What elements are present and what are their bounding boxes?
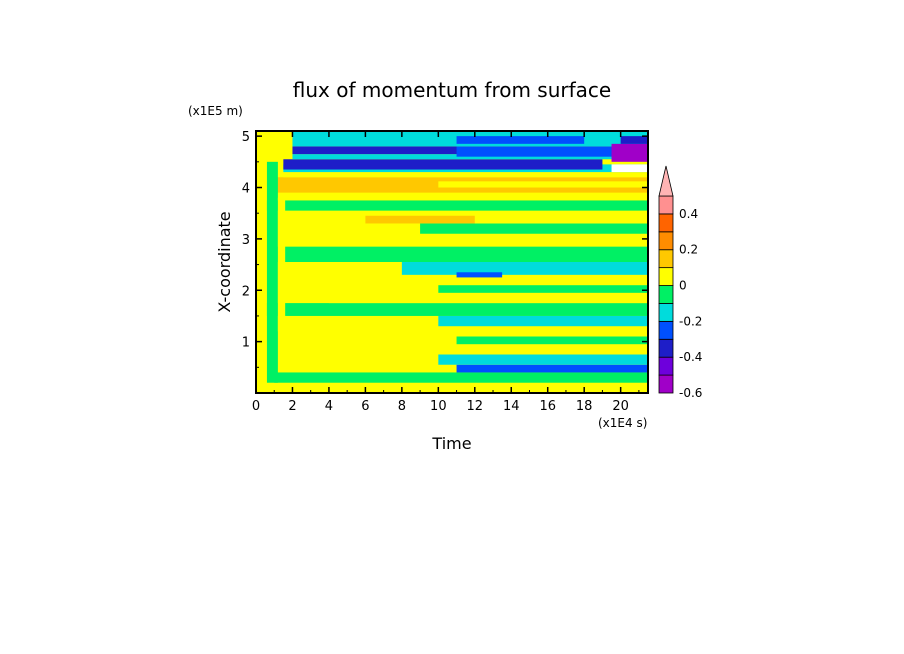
y-axis-label: X-coordinate (215, 211, 234, 312)
heatmap-band-16 (420, 223, 648, 234)
colorbar-box (658, 267, 674, 286)
heatmap-band-28 (456, 146, 648, 157)
y-axis: 1 2 3 4 5 (242, 130, 648, 368)
colorbar-box (658, 374, 674, 394)
x-tick-label: 10 (430, 399, 447, 414)
heatmap-band-25 (283, 159, 603, 170)
heatmap-band-8 (256, 303, 648, 316)
x-tick-label: 4 (325, 399, 333, 414)
heatmap-band-22 (438, 181, 648, 188)
colorbar-extend-triangle (658, 165, 674, 197)
plot-frame (255, 130, 649, 394)
heatmap-band-20 (256, 192, 648, 201)
colorbar-box (658, 231, 674, 251)
heatmap-band-31 (611, 164, 648, 173)
heatmap-band-13 (456, 272, 503, 278)
colorbar-tick-label: 0 (679, 279, 687, 293)
heatmap-band-0 (256, 382, 648, 393)
heatmap-band-15 (256, 233, 648, 247)
heatmap-band-12 (401, 262, 648, 275)
x-tick-label: 18 (576, 399, 593, 414)
colorbar-box (658, 320, 674, 340)
heatmap-band-11 (256, 274, 648, 286)
colorbar-tick-label: 0.2 (679, 243, 698, 257)
x-tick-label: 8 (398, 399, 406, 414)
heatmap-band-30 (456, 136, 585, 144)
y-tick-label: 2 (242, 284, 250, 299)
heatmap-band-6 (256, 326, 648, 337)
y-tick-label: 5 (242, 130, 250, 145)
x-axis-label: Time (431, 434, 471, 453)
x-tick-label: 6 (361, 399, 369, 414)
heatmap-band-26 (292, 154, 648, 160)
colorbar-box (658, 303, 674, 322)
x-tick-label: 16 (539, 399, 556, 414)
heatmap-band-33 (620, 136, 648, 144)
heatmap-band-32 (611, 143, 648, 162)
colorbar-box (658, 213, 674, 233)
heatmap-band-9 (328, 292, 648, 304)
x-tick-label: 0 (252, 399, 260, 414)
y-unit-label: (x1E5 m) (188, 104, 243, 118)
colorbar-tick-label: -0.2 (679, 314, 702, 328)
colorbar-box (658, 338, 674, 358)
x-tick-label: 12 (467, 399, 484, 414)
colorbar-box (658, 285, 674, 304)
heatmap-band-23 (283, 172, 648, 178)
colorbar-box (658, 195, 674, 215)
heatmap-band-35 (266, 161, 278, 383)
heatmap-band-2 (456, 364, 648, 373)
heatmap-band-19 (256, 200, 648, 211)
colorbar-tick-label: -0.6 (679, 386, 702, 400)
colorbar-box (658, 356, 674, 376)
heatmap-band-1 (274, 372, 648, 383)
colorbar: 0.4 0.2 0 -0.2 -0.4 -0.6 (658, 165, 702, 400)
x-unit-label: (x1E4 s) (598, 416, 647, 430)
heatmap-band-3 (438, 354, 648, 365)
heatmap-band-7 (438, 315, 648, 327)
colorbar-tick-label: 0.4 (679, 207, 698, 221)
heatmap-band-10 (438, 285, 648, 293)
y-tick-label: 4 (242, 182, 250, 197)
x-tick-label: 14 (503, 399, 520, 414)
heatmap-band-5 (456, 336, 648, 345)
y-tick-label: 3 (242, 233, 250, 248)
y-tick-label: 1 (242, 336, 250, 351)
heatmap-band-34 (256, 131, 267, 393)
heatmap-band-4 (256, 344, 648, 355)
x-tick-label: 20 (612, 399, 629, 414)
chart-title: flux of momentum from surface (293, 78, 611, 102)
colorbar-box (658, 249, 674, 269)
colorbar-tick-label: -0.4 (679, 350, 702, 364)
x-tick-label: 2 (288, 399, 296, 414)
heatmap-area (255, 130, 649, 394)
heatmap-band-14 (274, 246, 648, 262)
heatmap-band-18 (365, 215, 475, 224)
heatmap-band-36 (277, 197, 286, 332)
